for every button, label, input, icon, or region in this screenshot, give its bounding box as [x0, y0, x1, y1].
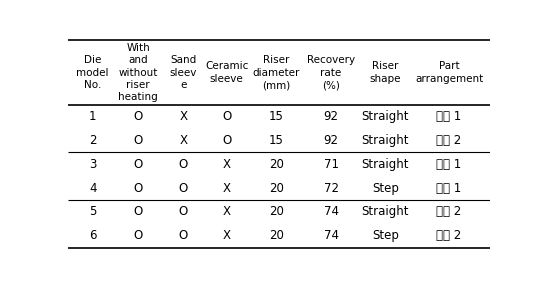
Text: 6: 6: [89, 229, 96, 242]
Text: 배열 1: 배열 1: [436, 110, 462, 123]
Text: X: X: [222, 229, 231, 242]
Text: 74: 74: [324, 205, 338, 218]
Text: O: O: [133, 229, 143, 242]
Text: 92: 92: [324, 110, 338, 123]
Text: 2: 2: [89, 134, 96, 147]
Text: O: O: [133, 134, 143, 147]
Text: 배열 2: 배열 2: [436, 229, 462, 242]
Text: X: X: [222, 205, 231, 218]
Text: 배열 2: 배열 2: [436, 134, 462, 147]
Text: 배열 1: 배열 1: [436, 158, 462, 171]
Text: 배열 2: 배열 2: [436, 205, 462, 218]
Text: X: X: [222, 181, 231, 194]
Text: Riser
shape: Riser shape: [370, 61, 401, 84]
Text: O: O: [133, 205, 143, 218]
Text: Straight: Straight: [362, 158, 409, 171]
Text: 20: 20: [269, 205, 284, 218]
Text: O: O: [133, 110, 143, 123]
Text: Die
model
No.: Die model No.: [76, 55, 109, 90]
Text: Recovery
rate
(%): Recovery rate (%): [307, 55, 355, 90]
Text: X: X: [180, 110, 188, 123]
Text: 74: 74: [324, 229, 338, 242]
Text: X: X: [180, 134, 188, 147]
Text: Riser
diameter
(mm): Riser diameter (mm): [253, 55, 300, 90]
Text: Straight: Straight: [362, 134, 409, 147]
Text: 배열 1: 배열 1: [436, 181, 462, 194]
Text: O: O: [179, 229, 188, 242]
Text: O: O: [179, 205, 188, 218]
Text: 20: 20: [269, 181, 284, 194]
Text: Step: Step: [372, 181, 399, 194]
Text: 15: 15: [269, 134, 284, 147]
Text: O: O: [133, 181, 143, 194]
Text: Sand
sleev
e: Sand sleev e: [170, 55, 197, 90]
Text: With
and
without
riser
heating: With and without riser heating: [118, 43, 158, 102]
Text: 71: 71: [324, 158, 338, 171]
Text: O: O: [222, 134, 231, 147]
Text: 1: 1: [89, 110, 96, 123]
Text: O: O: [179, 158, 188, 171]
Text: 20: 20: [269, 158, 284, 171]
Text: 72: 72: [324, 181, 338, 194]
Text: Straight: Straight: [362, 110, 409, 123]
Text: 5: 5: [89, 205, 96, 218]
Text: 92: 92: [324, 134, 338, 147]
Text: Straight: Straight: [362, 205, 409, 218]
Text: O: O: [179, 181, 188, 194]
Text: X: X: [222, 158, 231, 171]
Text: O: O: [222, 110, 231, 123]
Text: 15: 15: [269, 110, 284, 123]
Text: Ceramic
sleeve: Ceramic sleeve: [205, 61, 248, 84]
Text: Step: Step: [372, 229, 399, 242]
Text: 3: 3: [89, 158, 96, 171]
Text: Part
arrangement: Part arrangement: [415, 61, 483, 84]
Text: 4: 4: [89, 181, 96, 194]
Text: 20: 20: [269, 229, 284, 242]
Text: O: O: [133, 158, 143, 171]
